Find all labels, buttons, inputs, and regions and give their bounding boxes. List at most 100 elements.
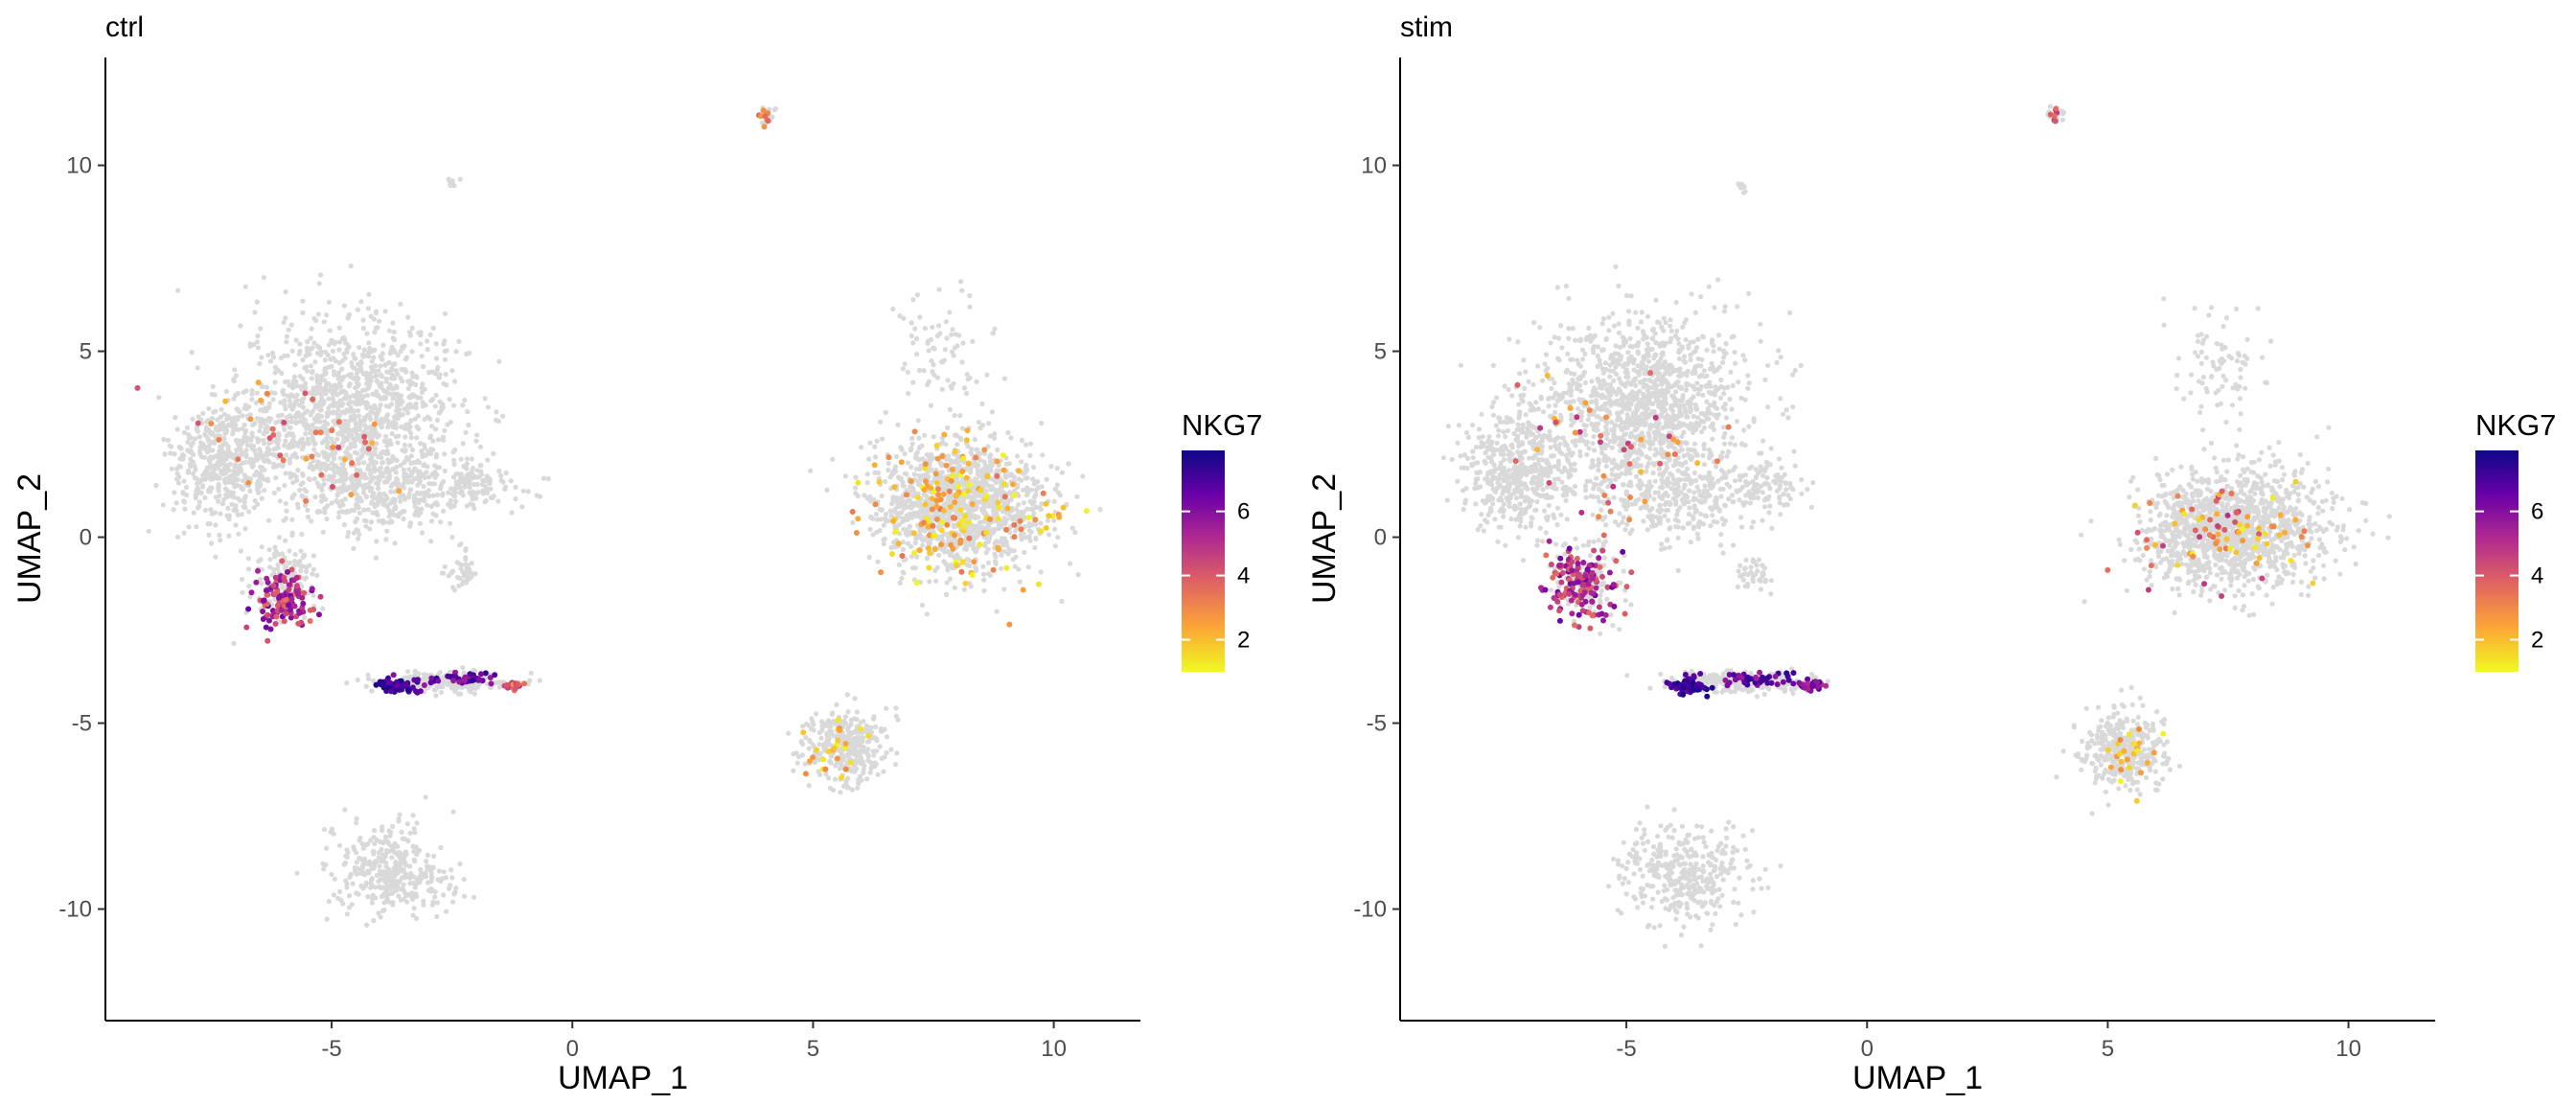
cell-point bbox=[1054, 482, 1060, 488]
cell-point bbox=[436, 868, 442, 874]
cell-point bbox=[181, 429, 188, 435]
cell-point bbox=[364, 400, 370, 405]
cell-point bbox=[289, 532, 295, 539]
cell-point bbox=[365, 676, 372, 682]
cell-point bbox=[902, 471, 908, 476]
cell-point bbox=[330, 348, 336, 354]
cell-point bbox=[324, 312, 330, 318]
cell-point bbox=[316, 345, 323, 351]
cell-point bbox=[264, 449, 270, 455]
cell-point bbox=[404, 899, 410, 905]
cell-point bbox=[908, 320, 914, 326]
cell-point bbox=[326, 342, 332, 348]
cell-point bbox=[146, 528, 151, 534]
cell-point bbox=[395, 353, 401, 358]
cell-point bbox=[432, 463, 438, 469]
cell-point bbox=[368, 472, 374, 477]
cell-point bbox=[361, 856, 368, 862]
cell-point bbox=[463, 555, 469, 561]
cell-point bbox=[442, 427, 448, 433]
cell-point bbox=[310, 571, 315, 577]
cell-point bbox=[261, 275, 266, 281]
cell-point bbox=[357, 495, 363, 501]
cell-point bbox=[939, 463, 945, 469]
cell-point bbox=[540, 475, 547, 481]
cell-point bbox=[301, 553, 307, 559]
cell-point bbox=[374, 539, 380, 544]
cell-point bbox=[434, 900, 440, 906]
cell-point bbox=[206, 405, 212, 411]
cell-point bbox=[388, 500, 394, 506]
cell-point bbox=[961, 385, 968, 391]
cell-point bbox=[938, 473, 944, 479]
cell-point bbox=[372, 828, 378, 834]
cell-point bbox=[399, 424, 404, 429]
cell-point bbox=[418, 474, 424, 480]
cell-point bbox=[474, 474, 480, 480]
cell-point bbox=[260, 452, 265, 458]
cell-point bbox=[881, 769, 886, 774]
cell-point bbox=[914, 292, 921, 298]
cell-point bbox=[346, 311, 353, 317]
cell-point bbox=[1031, 511, 1037, 517]
cell-point bbox=[390, 902, 396, 908]
cell-point bbox=[386, 474, 392, 480]
expressing-cell-point bbox=[300, 600, 307, 607]
cell-point bbox=[329, 460, 334, 466]
cell-point bbox=[223, 430, 229, 436]
cell-point bbox=[1033, 521, 1039, 528]
cell-point bbox=[451, 891, 457, 897]
cell-point bbox=[384, 528, 390, 534]
cell-point bbox=[981, 571, 987, 577]
cell-point bbox=[882, 754, 887, 760]
cell-point bbox=[259, 495, 264, 501]
cell-point bbox=[1030, 476, 1036, 482]
cell-point bbox=[474, 481, 480, 487]
cell-point bbox=[432, 403, 438, 409]
cell-point bbox=[379, 859, 384, 864]
cell-point bbox=[930, 324, 935, 330]
cell-point bbox=[286, 327, 291, 333]
cell-point bbox=[941, 357, 948, 363]
cell-point bbox=[402, 477, 407, 483]
cell-point bbox=[339, 335, 345, 341]
cell-point bbox=[414, 394, 420, 400]
cell-point bbox=[1013, 554, 1019, 560]
cell-point bbox=[408, 435, 414, 441]
cell-point bbox=[350, 393, 356, 399]
cell-point bbox=[380, 496, 385, 503]
cell-point bbox=[280, 551, 286, 557]
cell-point bbox=[384, 443, 390, 448]
cell-point bbox=[384, 898, 390, 904]
cell-point bbox=[919, 536, 925, 541]
cell-point bbox=[440, 683, 446, 690]
cell-point bbox=[277, 498, 283, 504]
cell-point bbox=[272, 544, 278, 550]
cell-point bbox=[287, 398, 292, 403]
cell-point bbox=[197, 446, 203, 451]
cell-point bbox=[433, 392, 439, 398]
cell-point bbox=[415, 848, 421, 854]
cell-point bbox=[528, 670, 534, 676]
cell-point bbox=[994, 609, 1000, 614]
cell-point bbox=[196, 488, 201, 494]
cell-point bbox=[422, 474, 427, 481]
cell-point bbox=[173, 500, 179, 506]
cell-point bbox=[391, 329, 397, 335]
cell-point bbox=[474, 468, 480, 473]
cell-point bbox=[218, 511, 223, 517]
cell-point bbox=[379, 380, 384, 386]
cell-point bbox=[427, 450, 434, 456]
cell-point bbox=[416, 671, 422, 677]
cell-point bbox=[374, 431, 380, 437]
cell-point bbox=[361, 460, 367, 466]
expressing-cell-point bbox=[398, 678, 404, 684]
cell-point bbox=[312, 441, 318, 447]
expressing-cell-point bbox=[962, 580, 969, 586]
cell-point bbox=[357, 418, 363, 424]
cell-point bbox=[981, 577, 987, 583]
cell-point bbox=[385, 385, 392, 391]
cell-point bbox=[377, 318, 382, 324]
cell-point bbox=[952, 412, 957, 419]
cell-point bbox=[266, 401, 272, 406]
